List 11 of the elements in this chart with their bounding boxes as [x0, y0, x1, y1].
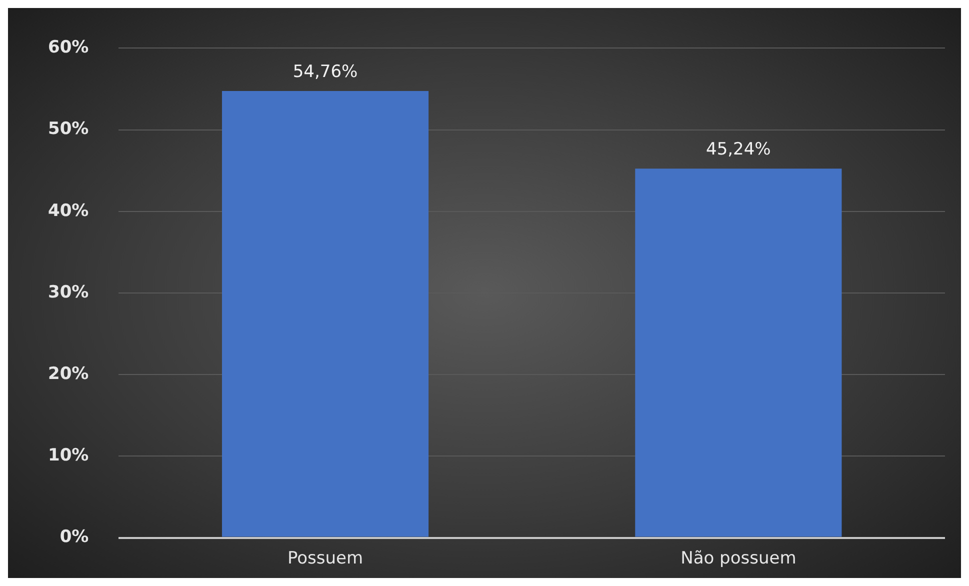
y-tick-label: 20% [48, 364, 89, 384]
data-label: 54,76% [292, 62, 358, 82]
y-tick-label: 0% [60, 527, 89, 548]
y-tick-label: 30% [48, 282, 89, 302]
data-label: 45,24% [706, 140, 771, 160]
x-tick-label: Possuem [287, 548, 364, 568]
y-tick-label: 50% [48, 119, 89, 140]
x-tick-label: Não possuem [680, 548, 796, 568]
y-tick-label: 10% [48, 446, 89, 466]
y-tick-label: 40% [48, 200, 89, 221]
y-tick-label: 60% [48, 38, 89, 58]
